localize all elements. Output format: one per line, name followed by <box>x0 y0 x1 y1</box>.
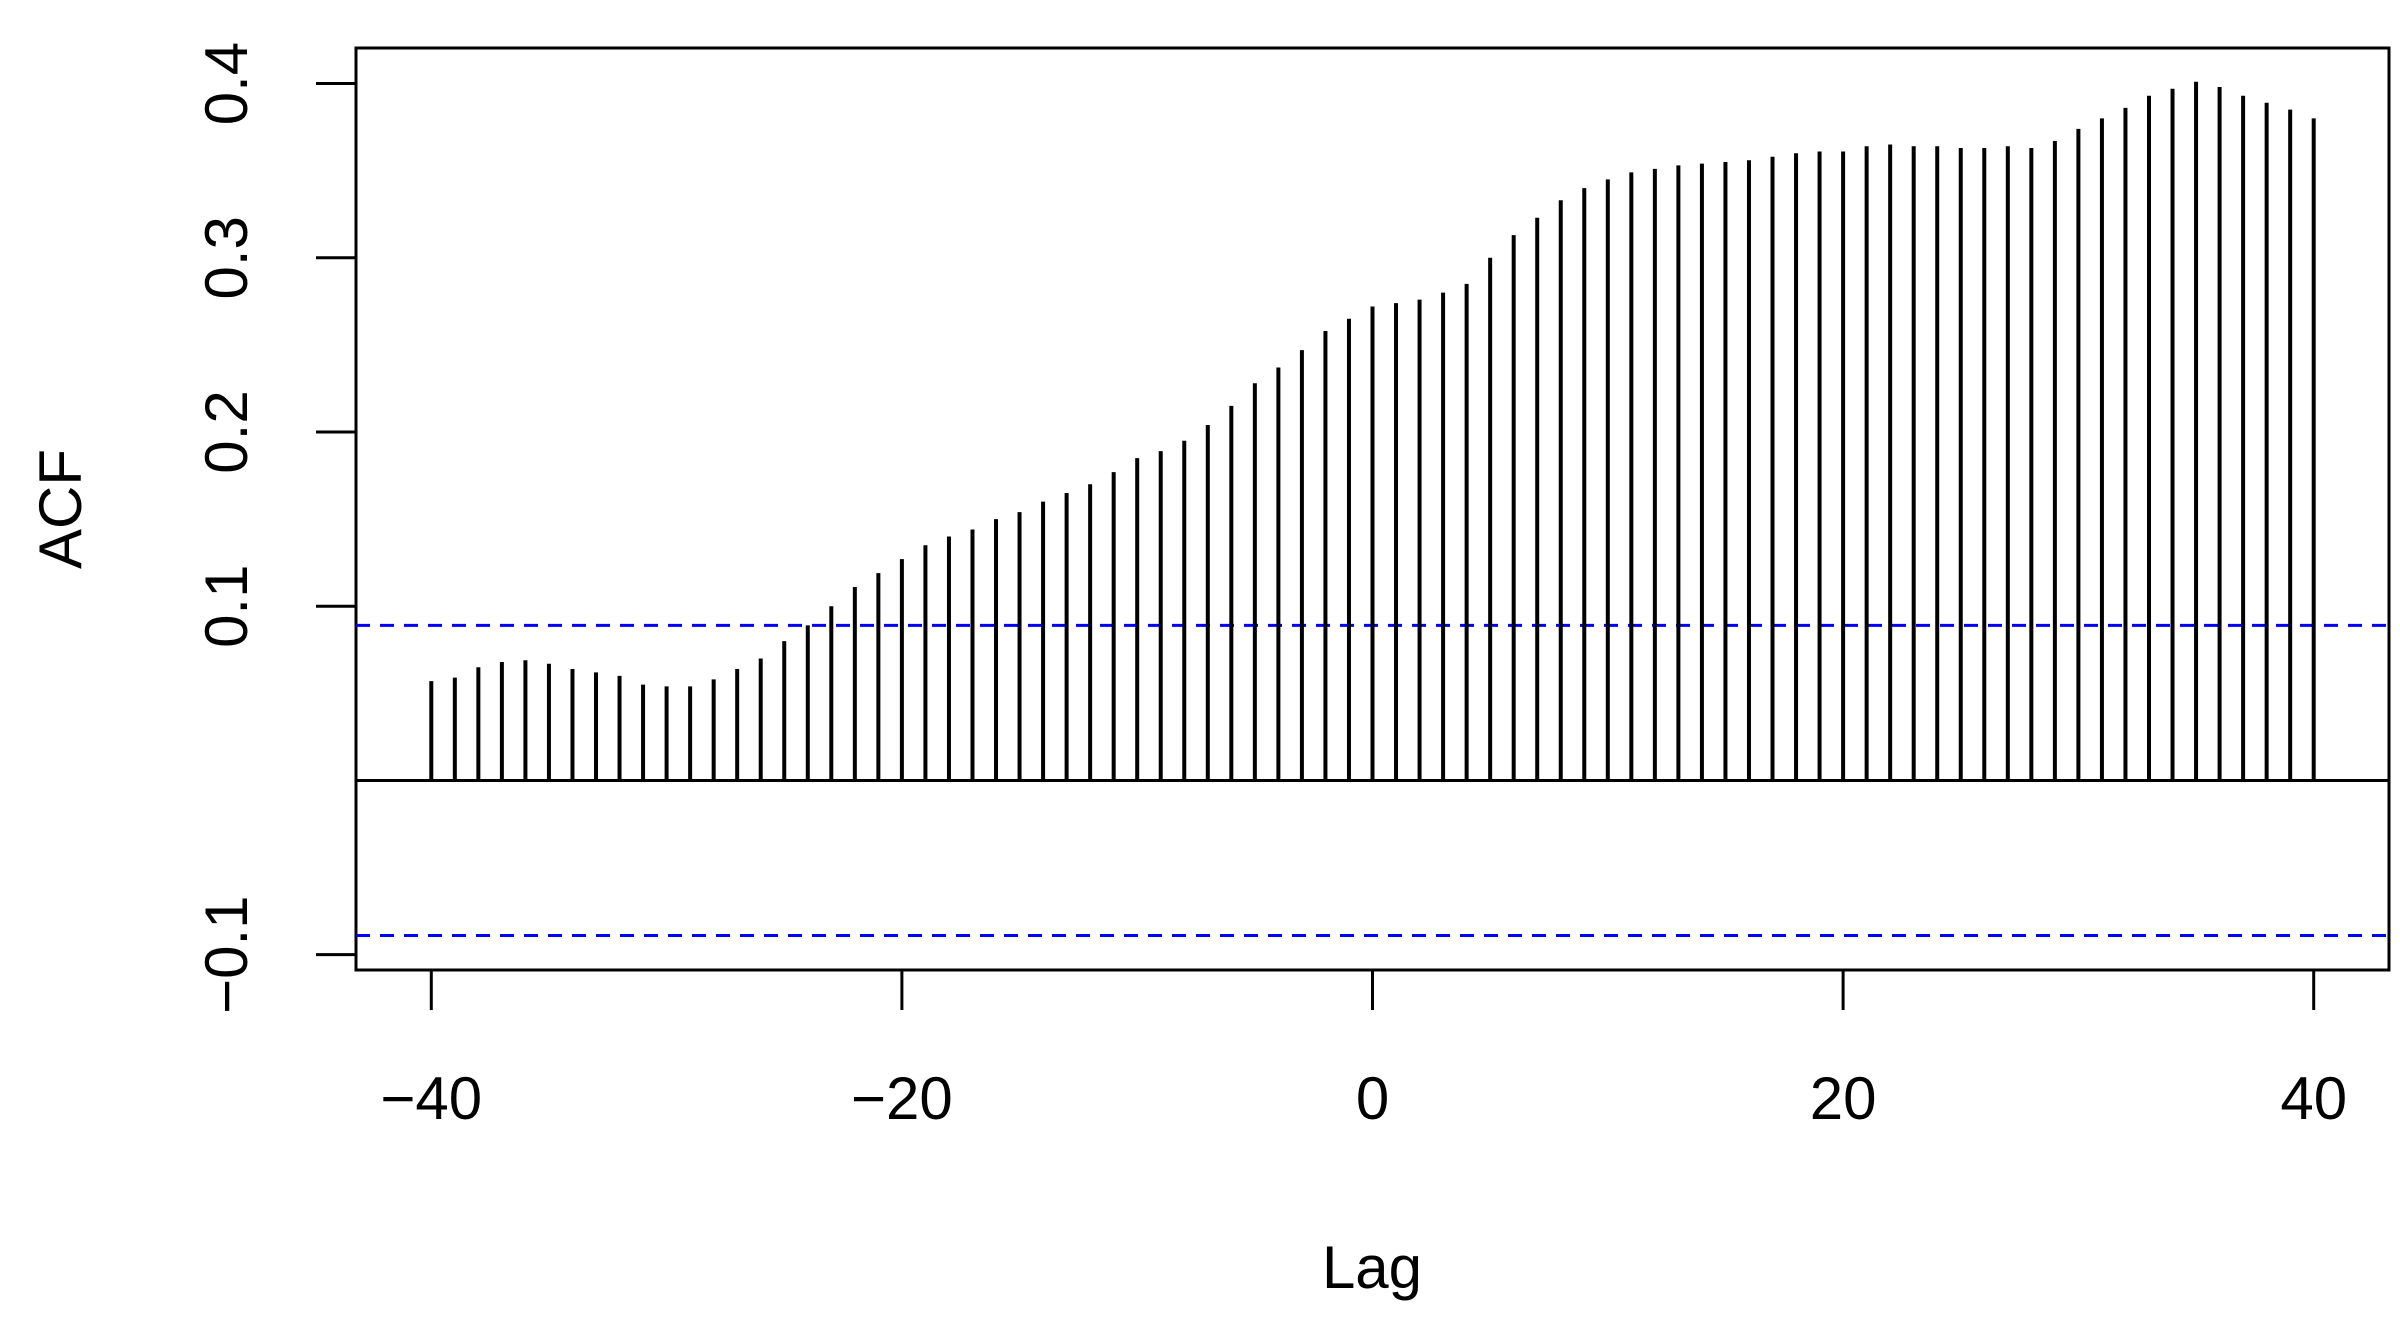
y-tick-label: −0.1 <box>193 895 260 1013</box>
x-tick-label: 0 <box>1356 1065 1389 1132</box>
y-axis-title: ACF <box>27 449 94 569</box>
y-tick-label: 0.4 <box>193 42 260 125</box>
y-tick-label: 0.3 <box>193 216 260 299</box>
x-tick-label: 20 <box>1810 1065 1877 1132</box>
y-tick-label: 0.1 <box>193 565 260 648</box>
x-tick-label: 40 <box>2280 1065 2347 1132</box>
y-tick-label: 0.2 <box>193 390 260 473</box>
x-tick-label: −20 <box>851 1065 953 1132</box>
x-tick-label: −40 <box>380 1065 482 1132</box>
x-axis-title: Lag <box>1322 1234 1422 1301</box>
